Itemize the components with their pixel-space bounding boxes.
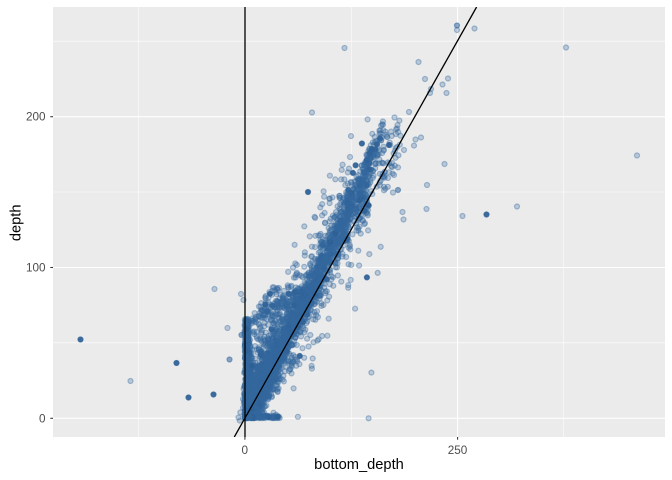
svg-text:depth: depth <box>9 204 25 241</box>
svg-text:200: 200 <box>26 111 46 124</box>
svg-text:0: 0 <box>39 413 46 426</box>
svg-text:bottom_depth: bottom_depth <box>314 457 404 473</box>
svg-text:0: 0 <box>242 444 249 457</box>
svg-text:100: 100 <box>26 262 46 275</box>
svg-text:250: 250 <box>448 444 468 457</box>
